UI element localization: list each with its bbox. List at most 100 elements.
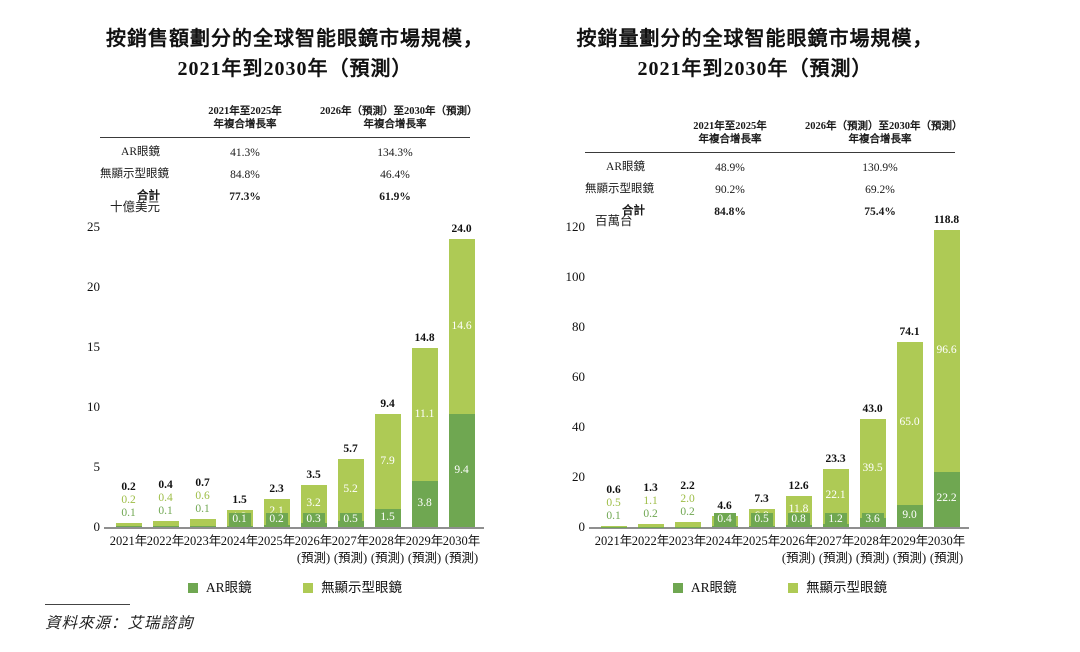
x-axis-year-label: 2024年 <box>705 534 744 548</box>
x-axis-forecast-label: (預測) <box>407 551 442 565</box>
y-tick-label: 120 <box>565 219 586 234</box>
x-axis-year-label: 2029年 <box>405 534 444 548</box>
legend: AR眼鏡 無顯示型眼鏡 <box>60 576 530 596</box>
table-row: AR眼鏡 48.9% 130.9% <box>606 161 898 174</box>
bar-value-labels: 0.6 0.5 0.1 <box>606 483 621 522</box>
bar-value-labels: 0.4 0.4 0.1 <box>158 479 173 517</box>
legend-item-nondisplay: 無顯示型眼鏡 <box>303 576 402 596</box>
stacked-bar-chart-sales-volume: 0 20 40 60 80 100 120 0.6 0.5 0.1 2021年 1.3 1.1 0.2 20… <box>545 20 1015 620</box>
stacked-bar-chart-sales-value: 0 5 10 15 20 25 0.2 0.2 0.1 2021年 0.4 0.4 0.1 2022年 0.… <box>60 20 530 620</box>
x-axis-year-label: 2030年 <box>927 534 966 548</box>
chart-title-line1: 按銷量劃分的全球智能眼鏡市場規模， <box>576 28 934 50</box>
y-tick-label: 0 <box>578 519 586 534</box>
bar-total-label: 7.3 <box>754 492 769 505</box>
y-tick-label: 10 <box>87 399 100 414</box>
x-axis-year-label: 2023年 <box>183 534 222 548</box>
bar-segment-nondisplay <box>674 521 701 527</box>
bar-segment-ar <box>152 525 179 527</box>
bar-ar-label: 0.3 <box>302 513 325 526</box>
bar-total-label: 3.5 <box>306 469 321 481</box>
bar-total-label: 43.0 <box>862 403 883 416</box>
table-row: 無顯示型眼鏡 84.8% 46.4% <box>100 168 410 181</box>
y-tick-label: 40 <box>572 419 585 434</box>
bar-total-label: 74.1 <box>899 326 920 338</box>
bar-nondisplay-label: 3.2 <box>306 497 321 510</box>
bar-nondisplay-label: 11.8 <box>788 503 809 516</box>
legend-item-ar: AR眼鏡 <box>672 576 737 596</box>
bar-nondisplay-label: 39.5 <box>862 461 883 474</box>
table-rule <box>100 137 470 138</box>
x-axis-year-label: 2028年 <box>853 534 892 548</box>
bar-ar-label: 1.5 <box>376 511 399 524</box>
bar-total-label: 4.6 <box>717 499 732 512</box>
x-axis-year-label: 2022年 <box>146 534 185 548</box>
x-axis-year-label: 2029年 <box>890 534 929 548</box>
chart-title-line2: 2021年到2030年（預測） <box>637 58 873 80</box>
bar-ar-label: 3.6 <box>861 513 884 526</box>
y-tick-label: 25 <box>87 219 100 234</box>
bar-total-label: 12.6 <box>788 479 809 492</box>
bar-segment-nondisplay <box>152 521 179 526</box>
x-axis-forecast-label: (預測) <box>333 551 368 565</box>
chart-title-sales-volume: 按銷量劃分的全球智能眼鏡市場規模， 2021年到2030年（預測） <box>545 24 965 84</box>
x-axis-year-label: 2021年 <box>594 534 633 548</box>
bar-total-label: 5.7 <box>343 442 358 455</box>
table-row: 無顯示型眼鏡 90.2% 69.2% <box>585 183 895 196</box>
bar-segment-nondisplay <box>637 523 664 527</box>
bar-segment-ar <box>711 526 738 527</box>
bar-ar-label: 0.5 <box>339 513 362 526</box>
bar-nondisplay-label: 22.1 <box>825 489 846 502</box>
chart-title-sales-value: 按銷售額劃分的全球智能眼鏡市場規模， 2021年到2030年（預測） <box>60 24 530 84</box>
x-axis-year-label: 2027年 <box>331 534 370 548</box>
bar-nondisplay-label: 96.6 <box>936 343 957 356</box>
bar-segment-ar <box>637 526 664 527</box>
x-axis-forecast-label: (預測) <box>818 551 853 565</box>
x-axis-year-label: 2023年 <box>668 534 707 548</box>
y-tick-label: 20 <box>87 279 100 294</box>
x-axis-year-label: 2030年 <box>442 534 481 548</box>
bar-total-label: 2.3 <box>269 483 284 496</box>
bar-segment-ar <box>785 525 812 527</box>
source-label: 資料來源：艾瑞諮詢 <box>45 615 194 632</box>
cagr-header-2026-2030: 2026年（預測）至2030年（預測） 年複合增長率 <box>320 106 478 130</box>
table-row: AR眼鏡 41.3% 134.3% <box>121 146 413 159</box>
legend: AR眼鏡 無顯示型眼鏡 <box>545 576 1015 596</box>
bar-segment-ar <box>674 526 701 527</box>
y-tick-label: 80 <box>572 319 585 334</box>
nondisplay-swatch-icon <box>788 583 799 593</box>
x-axis-year-label: 2025年 <box>257 534 296 548</box>
x-axis-year-label: 2022年 <box>631 534 670 548</box>
x-axis-forecast-label: (預測) <box>781 551 816 565</box>
x-axis-year-label: 2025年 <box>742 534 781 548</box>
nondisplay-swatch-icon <box>303 583 314 593</box>
bar-total-label: 118.8 <box>933 214 960 226</box>
bar-segment-ar <box>189 525 216 527</box>
bar-value-labels: 2.2 2.0 0.2 <box>680 479 695 518</box>
x-axis-forecast-label: (預測) <box>370 551 405 565</box>
x-axis-forecast-label: (預測) <box>892 551 927 565</box>
x-axis-year-label: 2026年 <box>294 534 333 548</box>
bar-segment-nondisplay <box>411 348 438 482</box>
x-axis-year-label: 2026年 <box>779 534 818 548</box>
bar-ar-label: 9.0 <box>898 508 921 522</box>
bar-segment-ar <box>748 525 775 527</box>
x-axis-year-label: 2024年 <box>220 534 259 548</box>
x-axis-line <box>589 527 969 529</box>
bar-segment-nondisplay <box>859 419 886 518</box>
bar-segment-ar <box>115 525 142 527</box>
y-tick-label: 15 <box>87 339 100 354</box>
sales-volume-chart-panel: 按銷量劃分的全球智能眼鏡市場規模， 2021年到2030年（預測） 2021年至… <box>545 20 1015 620</box>
ar-swatch-icon <box>187 583 198 593</box>
bar-ar-label: 0.5 <box>750 513 773 526</box>
cagr-table-sales-volume: 2021年至2025年 年複合增長率 2026年（預測）至2030年（預測） 年… <box>585 117 963 221</box>
bar-ar-label: 0.8 <box>787 513 810 526</box>
x-axis-forecast-label: (預測) <box>929 551 964 565</box>
cagr-table-sales-value: 2021年至2025年 年複合增長率 2026年（預測）至2030年（預測） 年… <box>100 102 478 206</box>
bar-nondisplay-label: 5.2 <box>343 482 358 495</box>
x-axis-forecast-label: (預測) <box>444 551 479 565</box>
x-axis-line <box>104 527 484 529</box>
x-axis-forecast-label: (預測) <box>855 551 890 565</box>
bar-segment-nondisplay <box>600 525 627 527</box>
bar-ar-label: 9.4 <box>450 463 473 477</box>
bar-total-label: 24.0 <box>451 223 472 235</box>
